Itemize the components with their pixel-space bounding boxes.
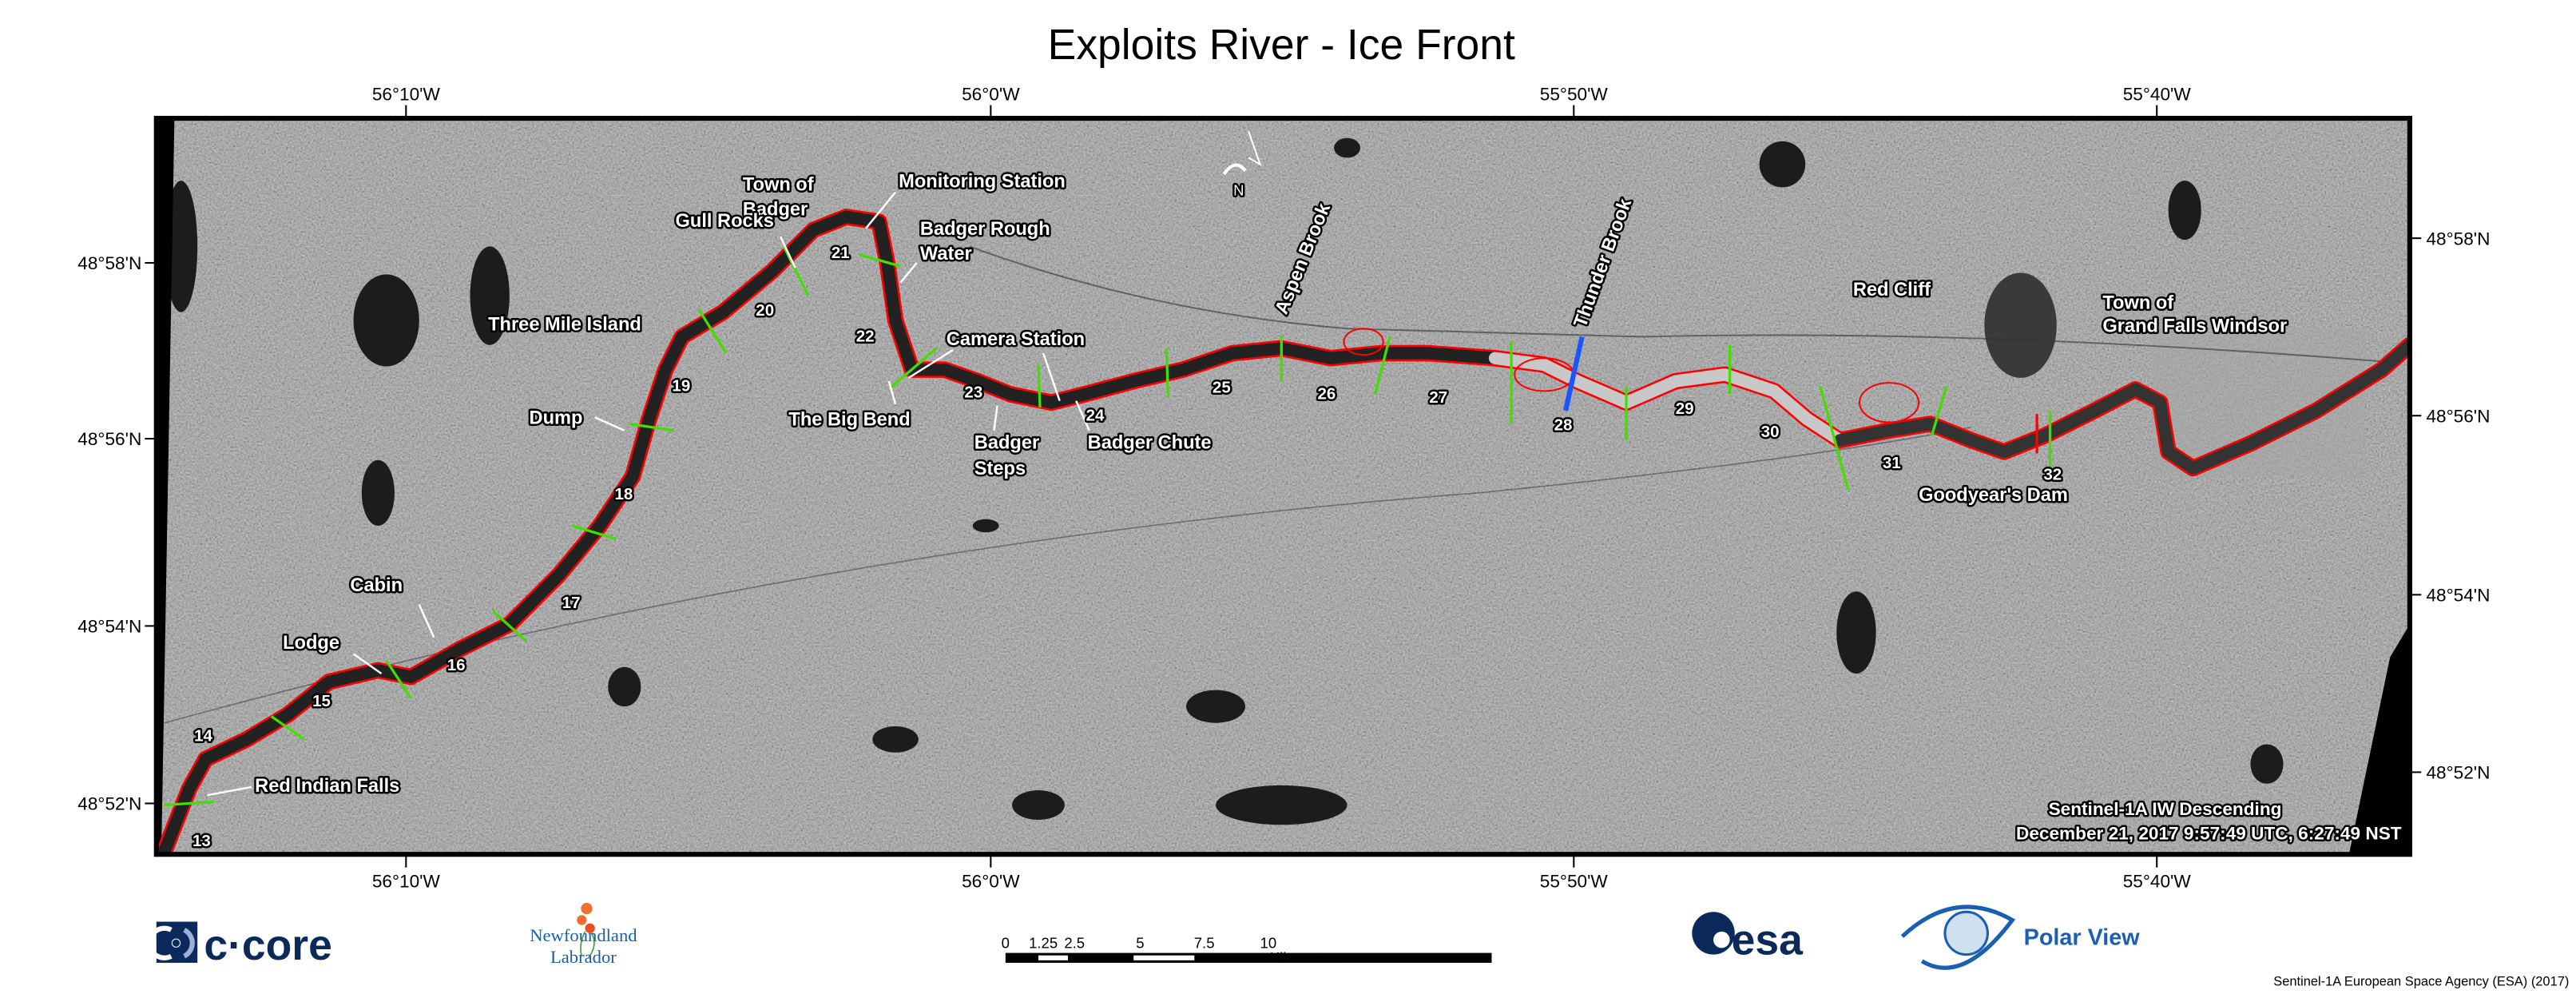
- latitude-labels-right: 48°58'N 48°56'N 48°54'N 48°52'N: [2426, 229, 2490, 782]
- latitude-labels-left: 48°58'N 48°56'N 48°54'N 48°52'N: [77, 253, 141, 813]
- graticule-ticks: [145, 105, 2422, 868]
- ccore-logo: c·core: [147, 921, 332, 969]
- longitude-labels-top: 56°10'W 56°0'W 55°50'W 55°40'W: [372, 84, 2192, 104]
- scale-label: 7.5: [1194, 934, 1215, 951]
- longitude-labels-bottom: 56°10'W 56°0'W 55°50'W 55°40'W: [372, 871, 2192, 891]
- label-badger-rough-water: Badger Rough: [920, 219, 1050, 240]
- segment-number: 13: [193, 832, 211, 850]
- north-arrow: N: [1222, 131, 1262, 201]
- segment-number: 32: [2043, 465, 2062, 483]
- label-town-of-badger-2: Badger: [743, 199, 808, 220]
- segment-number: 24: [1086, 406, 1105, 424]
- image-credit: Sentinel-1A European Space Agency (ESA) …: [2273, 975, 2569, 989]
- label-town-of-grand-falls: Town of: [2102, 293, 2173, 314]
- segment-number: 17: [562, 594, 581, 612]
- label-the-big-bend: The Big Bend: [788, 410, 910, 431]
- lat-tick-label: 48°52'N: [2426, 763, 2490, 783]
- label-goodyears-dam: Goodyear's Dam: [1919, 485, 2068, 506]
- label-monitoring-station: Monitoring Station: [899, 171, 1066, 192]
- lon-tick-label: 56°10'W: [372, 871, 441, 891]
- leader-lines: [207, 191, 1090, 797]
- label-gull-rocks: Gull Rocks: [676, 211, 774, 232]
- lat-tick-label: 48°54'N: [2426, 586, 2490, 606]
- scale-unit: Kilometers: [1270, 949, 1340, 966]
- segment-number: 23: [964, 384, 982, 402]
- sar-image: N Town of Badger Monitoring Station Gull…: [156, 118, 2410, 855]
- lon-tick-label: 55°50'W: [1540, 84, 1609, 104]
- lon-tick-label: 55°40'W: [2123, 84, 2192, 104]
- segment-number: 15: [312, 692, 331, 710]
- segment-number: 18: [614, 485, 633, 503]
- scale-label: 2.5: [1064, 934, 1085, 951]
- label-three-mile-island: Three Mile Island: [488, 314, 641, 335]
- lakes: [165, 137, 2284, 825]
- lat-tick-label: 48°56'N: [2426, 406, 2490, 426]
- newfoundland-labrador-logo: Newfoundland Labrador: [530, 902, 637, 967]
- lon-tick-label: 56°0'W: [962, 871, 1020, 891]
- lon-tick-label: 55°40'W: [2123, 871, 2192, 891]
- label-badger-chute: Badger Chute: [1088, 432, 1212, 453]
- segment-number: 26: [1318, 385, 1336, 404]
- label-badger-rough-water-2: Water: [920, 244, 972, 264]
- acquisition-sensor: Sentinel-1A IW Descending: [2049, 799, 2282, 819]
- scale-label: 5: [1136, 934, 1144, 951]
- label-dump: Dump: [530, 408, 583, 428]
- polar-view-logo-text: Polar View: [2024, 924, 2141, 950]
- scale-label: 10: [1260, 934, 1277, 951]
- label-badger-steps: Badger: [974, 432, 1039, 453]
- segment-number: 28: [1554, 416, 1573, 435]
- esa-logo: esa: [1692, 912, 1804, 964]
- ccore-logo-text: c·core: [204, 922, 331, 969]
- nl-logo-text-2: Labrador: [550, 947, 617, 967]
- label-grand-falls-windsor: Grand Falls Windsor: [2102, 316, 2287, 336]
- north-arrow-label: N: [1233, 182, 1244, 199]
- scale-label: 0: [1002, 934, 1010, 951]
- no-data-left: [156, 118, 175, 855]
- label-cabin: Cabin: [350, 575, 403, 596]
- polar-view-logo: Polar View: [1900, 905, 2141, 970]
- map-frame: [153, 115, 2412, 857]
- segment-number: 20: [756, 301, 774, 320]
- esa-logo-text: esa: [1732, 917, 1804, 964]
- lat-tick-label: 48°58'N: [77, 253, 141, 273]
- ice-covered-river-lower: [1833, 339, 2410, 475]
- open-water-section: [1488, 352, 1847, 447]
- label-town-of-badger: Town of: [743, 175, 814, 196]
- no-data-right: [2348, 624, 2410, 855]
- segment-number: 14: [194, 726, 212, 745]
- label-camera-station: Camera Station: [947, 329, 1085, 350]
- map-title: Exploits River - Ice Front: [1048, 22, 1515, 69]
- segment-number: 29: [1676, 400, 1694, 418]
- segment-number: 30: [1761, 423, 1780, 441]
- lat-tick-label: 48°52'N: [77, 794, 141, 814]
- scale-bar: 0 1.25 2.5 5 7.5 10 Kilometers: [1002, 934, 1492, 966]
- lon-tick-label: 56°10'W: [372, 84, 441, 104]
- lon-tick-label: 55°50'W: [1540, 871, 1609, 891]
- label-lodge: Lodge: [283, 633, 339, 654]
- segment-number: 22: [856, 328, 875, 346]
- lon-tick-label: 56°0'W: [962, 84, 1020, 104]
- lat-tick-label: 48°56'N: [77, 429, 141, 449]
- lat-tick-label: 48°58'N: [2426, 229, 2490, 248]
- segment-number: 19: [672, 376, 690, 395]
- nl-logo-text-1: Newfoundland: [530, 925, 637, 945]
- thunder-brook-line: [1562, 336, 1585, 412]
- segment-number: 31: [1883, 454, 1901, 472]
- segment-numbers: 13 14 15 16 17 18 19 20 21 22 23 24 25 2…: [191, 241, 2064, 852]
- label-red-indian-falls: Red Indian Falls: [255, 776, 399, 797]
- segment-number: 16: [447, 656, 466, 674]
- segment-number: 21: [832, 244, 850, 262]
- label-red-cliff: Red Cliff: [1853, 280, 1931, 300]
- scale-label: 1.25: [1029, 934, 1058, 951]
- label-badger-steps-2: Steps: [974, 459, 1026, 479]
- segment-number: 27: [1429, 388, 1447, 407]
- lat-tick-label: 48°54'N: [77, 617, 141, 637]
- segment-number: 25: [1213, 378, 1231, 396]
- acquisition-datetime: December 21, 2017 9:57:49 UTC, 6:27:49 N…: [2016, 824, 2402, 844]
- segment-dividers: [164, 245, 2052, 807]
